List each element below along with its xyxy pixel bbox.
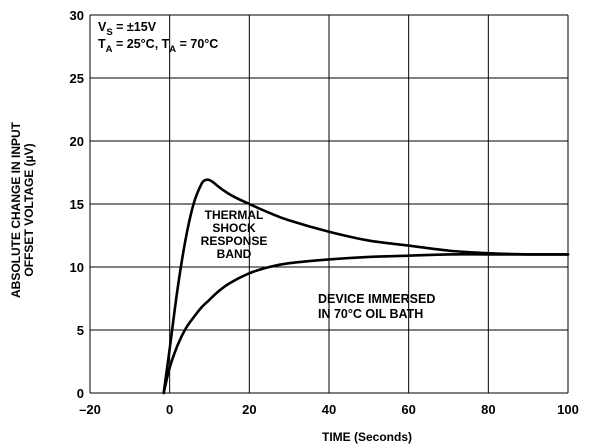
x-tick-label: –20 <box>79 402 101 417</box>
temperature-label: TA = 25°C, TA = 70°C <box>98 37 218 55</box>
band-label-line-1: THERMAL <box>205 208 264 222</box>
device-label-line-2: IN 70°C OIL BATH <box>318 307 423 321</box>
y-tick-label: 15 <box>70 197 84 212</box>
x-tick-labels: –20 0 20 40 60 80 100 <box>79 402 579 417</box>
band-label-line-3: RESPONSE <box>201 234 268 248</box>
y-axis-label-line-2: OFFSET VOLTAGE (µV) <box>22 143 36 276</box>
conditions-annotation: VS = ±15V TA = 25°C, TA = 70°C <box>98 20 218 55</box>
x-axis-label: TIME (Seconds) <box>322 430 412 444</box>
band-label-line-4: BAND <box>217 247 252 261</box>
y-tick-label: 20 <box>70 134 84 149</box>
supply-voltage-label: VS = ±15V <box>98 20 157 38</box>
y-tick-labels: 0 5 10 15 20 25 30 <box>70 8 84 401</box>
band-label-line-2: SHOCK <box>212 221 256 235</box>
y-tick-label: 0 <box>77 386 84 401</box>
x-tick-label: 40 <box>322 402 336 417</box>
grid <box>89 14 569 394</box>
x-tick-label: 20 <box>242 402 256 417</box>
device-label: DEVICE IMMERSED IN 70°C OIL BATH <box>318 292 435 321</box>
y-tick-label: 5 <box>77 323 84 338</box>
y-tick-label: 10 <box>70 260 84 275</box>
y-axis-label: ABSOLUTE CHANGE IN INPUT OFFSET VOLTAGE … <box>9 121 36 298</box>
lower-response-curve <box>162 253 570 395</box>
curves <box>162 178 570 395</box>
y-tick-label: 30 <box>70 8 84 23</box>
upper-response-curve <box>162 178 570 395</box>
x-tick-label: 80 <box>481 402 495 417</box>
device-label-line-1: DEVICE IMMERSED <box>318 292 435 306</box>
x-tick-label: 100 <box>557 402 579 417</box>
x-tick-label: 60 <box>401 402 415 417</box>
band-label: THERMAL SHOCK RESPONSE BAND <box>201 208 268 261</box>
y-axis-label-line-1: ABSOLUTE CHANGE IN INPUT <box>9 121 23 298</box>
y-tick-label: 25 <box>70 71 84 86</box>
x-tick-label: 0 <box>166 402 173 417</box>
